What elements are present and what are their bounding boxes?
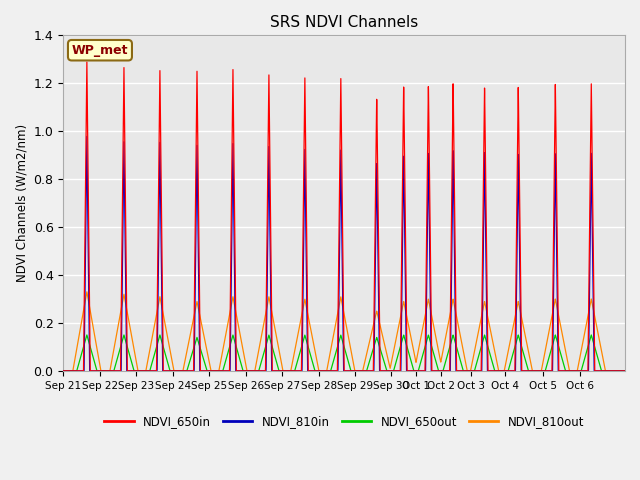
NDVI_650out	[83, 332, 91, 338]
NDVI_650out	[396, 344, 404, 350]
Legend: NDVI_650in, NDVI_810in, NDVI_650out, NDVI_810out: NDVI_650in, NDVI_810in, NDVI_650out, NDV…	[99, 410, 589, 433]
NDVI_650out	[60, 368, 67, 374]
NDVI_810out	[396, 315, 404, 321]
Text: WP_met: WP_met	[72, 44, 128, 57]
NDVI_650out	[621, 368, 629, 374]
NDVI_650out	[274, 365, 282, 371]
NDVI_810in	[621, 368, 629, 374]
NDVI_810in	[161, 368, 169, 374]
NDVI_810in	[274, 368, 282, 374]
NDVI_810in	[522, 368, 529, 374]
NDVI_650out	[479, 339, 486, 345]
Line: NDVI_650in: NDVI_650in	[63, 62, 625, 371]
NDVI_650in	[396, 368, 404, 374]
Line: NDVI_810out: NDVI_810out	[63, 292, 625, 371]
Line: NDVI_650out: NDVI_650out	[63, 335, 625, 371]
NDVI_650in	[522, 368, 529, 374]
NDVI_650in	[621, 368, 629, 374]
Y-axis label: NDVI Channels (W/m2/nm): NDVI Channels (W/m2/nm)	[15, 124, 28, 282]
NDVI_650out	[425, 333, 433, 339]
NDVI_810out	[274, 342, 282, 348]
NDVI_810out	[83, 289, 91, 295]
Line: NDVI_810in: NDVI_810in	[63, 136, 625, 371]
NDVI_810out	[479, 309, 486, 314]
NDVI_650in	[425, 106, 433, 111]
NDVI_810out	[161, 323, 169, 329]
NDVI_650out	[161, 352, 169, 358]
NDVI_810out	[621, 368, 629, 374]
NDVI_810in	[396, 368, 404, 374]
NDVI_810out	[425, 298, 433, 303]
NDVI_810in	[83, 133, 91, 139]
NDVI_810in	[60, 368, 67, 374]
NDVI_650in	[60, 368, 67, 374]
NDVI_650out	[522, 357, 529, 362]
NDVI_650in	[161, 368, 169, 374]
NDVI_810in	[479, 309, 486, 314]
NDVI_650in	[274, 368, 282, 374]
Title: SRS NDVI Channels: SRS NDVI Channels	[270, 15, 419, 30]
NDVI_650in	[83, 59, 91, 65]
NDVI_810out	[522, 333, 529, 339]
NDVI_810out	[60, 368, 67, 374]
NDVI_810in	[425, 171, 433, 177]
NDVI_650in	[479, 256, 486, 262]
